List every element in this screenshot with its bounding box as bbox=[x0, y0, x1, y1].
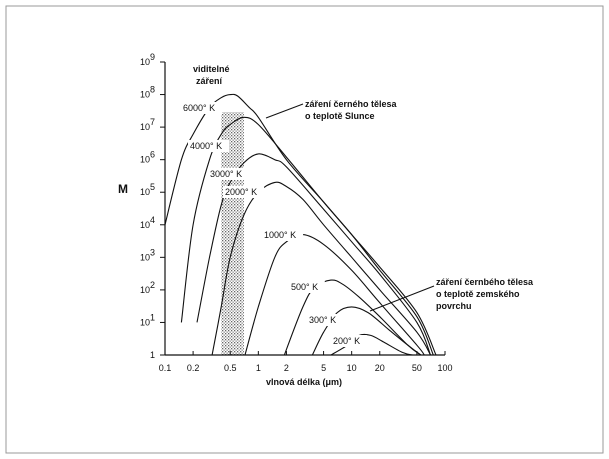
svg-text:5: 5 bbox=[150, 182, 155, 192]
svg-text:8: 8 bbox=[150, 85, 155, 95]
y-tick-label-4: 10 4 bbox=[140, 215, 155, 230]
x-tick-label-9: 100 bbox=[437, 363, 452, 373]
annotation-earth-3: povrchu bbox=[436, 301, 472, 311]
x-tick-label-7: 20 bbox=[375, 363, 385, 373]
series-label-3: 2000° K bbox=[225, 187, 257, 197]
svg-text:4: 4 bbox=[150, 215, 155, 225]
x-tick-label-5: 5 bbox=[321, 363, 326, 373]
y-tick-label-0: 1 bbox=[150, 350, 155, 360]
series-label-7: 200° K bbox=[333, 336, 360, 346]
svg-text:7: 7 bbox=[150, 117, 155, 127]
series-line-4 bbox=[244, 234, 425, 356]
visible-band-label-2: záření bbox=[196, 76, 223, 86]
svg-text:10: 10 bbox=[140, 317, 150, 327]
svg-text:10: 10 bbox=[140, 285, 150, 295]
series-label-bg-4 bbox=[262, 229, 304, 241]
x-tick-label-1: 0.2 bbox=[187, 363, 200, 373]
series-line-5 bbox=[283, 279, 422, 356]
y-tick-label-8: 10 8 bbox=[140, 85, 155, 100]
svg-text:9: 9 bbox=[150, 52, 155, 62]
y-axis-title: M bbox=[118, 182, 128, 196]
svg-text:3: 3 bbox=[150, 247, 155, 257]
annotation-earth-1: záření černbého tělesa bbox=[436, 277, 534, 287]
annotation-sun-2: o teplotě Slunce bbox=[305, 111, 375, 121]
series-label-bg-6 bbox=[307, 314, 343, 326]
svg-text:10: 10 bbox=[140, 57, 150, 67]
series-label-bg-1 bbox=[188, 140, 230, 152]
series-label-bg-5 bbox=[289, 281, 325, 293]
series-line-3 bbox=[211, 181, 431, 356]
series-line-0 bbox=[164, 93, 437, 356]
series-label-2: 3000° K bbox=[210, 169, 242, 179]
annotation-sun-pointer bbox=[265, 103, 304, 119]
series-label-bg-2 bbox=[208, 168, 250, 180]
svg-text:10: 10 bbox=[140, 252, 150, 262]
y-tick-label-7: 10 7 bbox=[140, 117, 155, 132]
x-tick-label-0: 0.1 bbox=[159, 363, 172, 373]
svg-text:2: 2 bbox=[150, 280, 155, 290]
svg-text:1: 1 bbox=[150, 312, 155, 322]
series-line-2 bbox=[196, 153, 432, 356]
x-tick-label-6: 10 bbox=[347, 363, 357, 373]
slide-border bbox=[5, 5, 604, 454]
series-line-1 bbox=[180, 116, 434, 356]
series-line-6 bbox=[311, 306, 422, 356]
svg-text:10: 10 bbox=[140, 187, 150, 197]
series-label-bg-0 bbox=[181, 102, 223, 114]
svg-text:10: 10 bbox=[140, 90, 150, 100]
series-label-6: 300° K bbox=[309, 315, 336, 325]
series-label-1: 4000° K bbox=[190, 141, 222, 151]
series-label-0: 6000° K bbox=[183, 103, 215, 113]
svg-text:10: 10 bbox=[140, 122, 150, 132]
series-label-bg-7 bbox=[331, 335, 367, 347]
series-label-bg-3 bbox=[223, 186, 265, 198]
series-label-4: 1000° K bbox=[264, 230, 296, 240]
annotation-earth-2: o teplotě zemského bbox=[436, 289, 520, 299]
x-axis-title: vlnová délka (μm) bbox=[266, 377, 342, 387]
series-label-5: 500° K bbox=[291, 282, 318, 292]
y-tick-label-1: 10 1 bbox=[140, 312, 155, 327]
y-tick-label-3: 103 bbox=[140, 247, 155, 262]
svg-text:6: 6 bbox=[150, 150, 155, 160]
visible-band-label-1: viditelné bbox=[193, 64, 230, 74]
svg-text:10: 10 bbox=[140, 155, 150, 165]
x-tick-label-8: 50 bbox=[412, 363, 422, 373]
x-tick-label-2: 0.5 bbox=[224, 363, 237, 373]
annotation-sun-1: záření černého tělesa bbox=[305, 99, 398, 109]
svg-text:1: 1 bbox=[150, 350, 155, 360]
annotation-earth-pointer bbox=[369, 285, 435, 312]
x-tick-label-4: 2 bbox=[284, 363, 289, 373]
y-tick-label-6: 10 6 bbox=[140, 150, 155, 165]
svg-text:10: 10 bbox=[140, 220, 150, 230]
y-tick-label-5: 10 5 bbox=[140, 182, 155, 197]
y-tick-label-9: 10 9 bbox=[140, 52, 155, 67]
y-tick-label-2: 10 2 bbox=[140, 280, 155, 295]
x-tick-label-3: 1 bbox=[256, 363, 261, 373]
